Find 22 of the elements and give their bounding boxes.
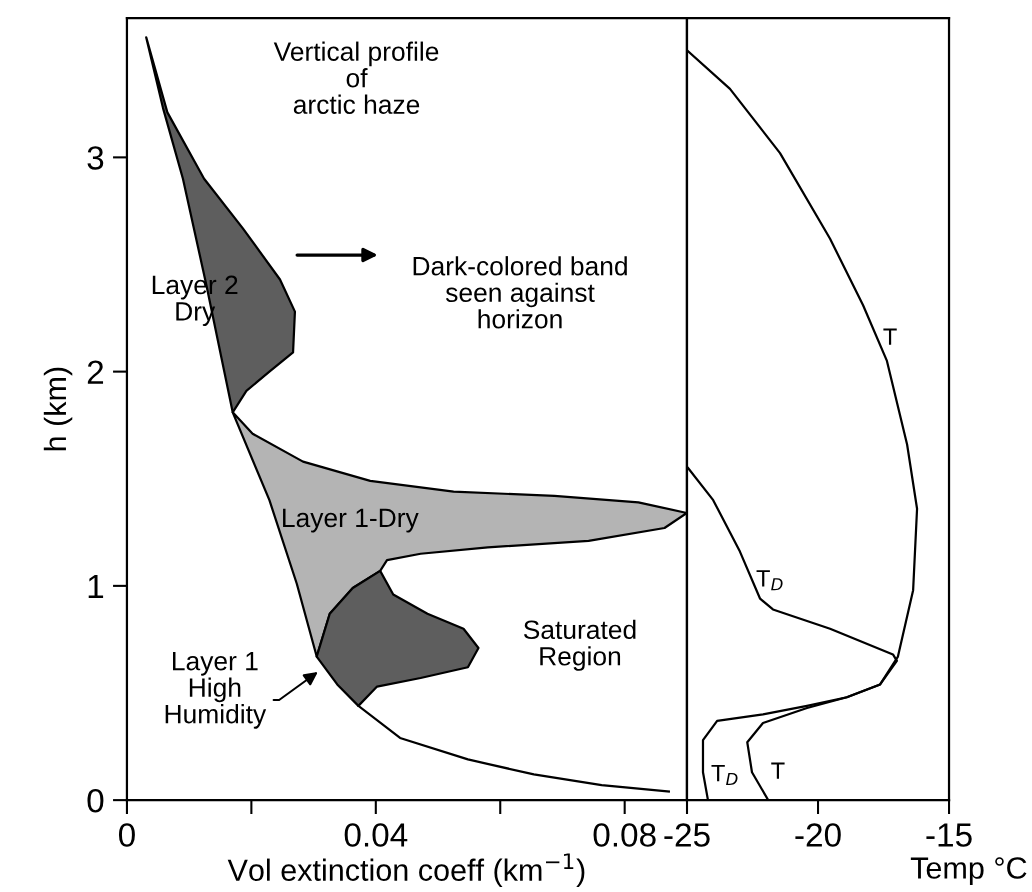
annotation: Layer 1-Dry — [283, 508, 419, 533]
x-tick-label: 0.08 — [593, 823, 656, 847]
x-tick-label: -20 — [795, 823, 841, 847]
x-tick-label: 0.04 — [344, 823, 408, 847]
annotation: Layer 1 High Humidity — [165, 652, 267, 729]
y-axis-title: h (km) — [43, 367, 73, 451]
x-tick-label: 0 — [118, 823, 135, 847]
x-tick-label: -15 — [926, 823, 972, 847]
annotation: T — [883, 328, 897, 345]
x-axis-title: Vol extinction coeff (km$^{−1}$) — [227, 853, 585, 888]
x-tick-label: -25 — [664, 823, 710, 847]
annotation: T — [771, 762, 785, 779]
annotation: T$_{D}$ — [711, 764, 738, 786]
annotation: Saturated Region — [523, 619, 636, 671]
annotation: Dark-colored band seen against horizon — [413, 256, 627, 329]
x-axis-title: Temp °C — [910, 857, 1027, 885]
y-tick-label: 2 — [87, 360, 104, 384]
text: Vertical profile of arctic haze — [273, 41, 439, 114]
y-tick-label: 3 — [87, 146, 104, 170]
annotation: T$_{D}$ — [756, 570, 783, 591]
y-tick-label: 0 — [87, 788, 104, 813]
y-tick-label: 1 — [88, 575, 104, 598]
